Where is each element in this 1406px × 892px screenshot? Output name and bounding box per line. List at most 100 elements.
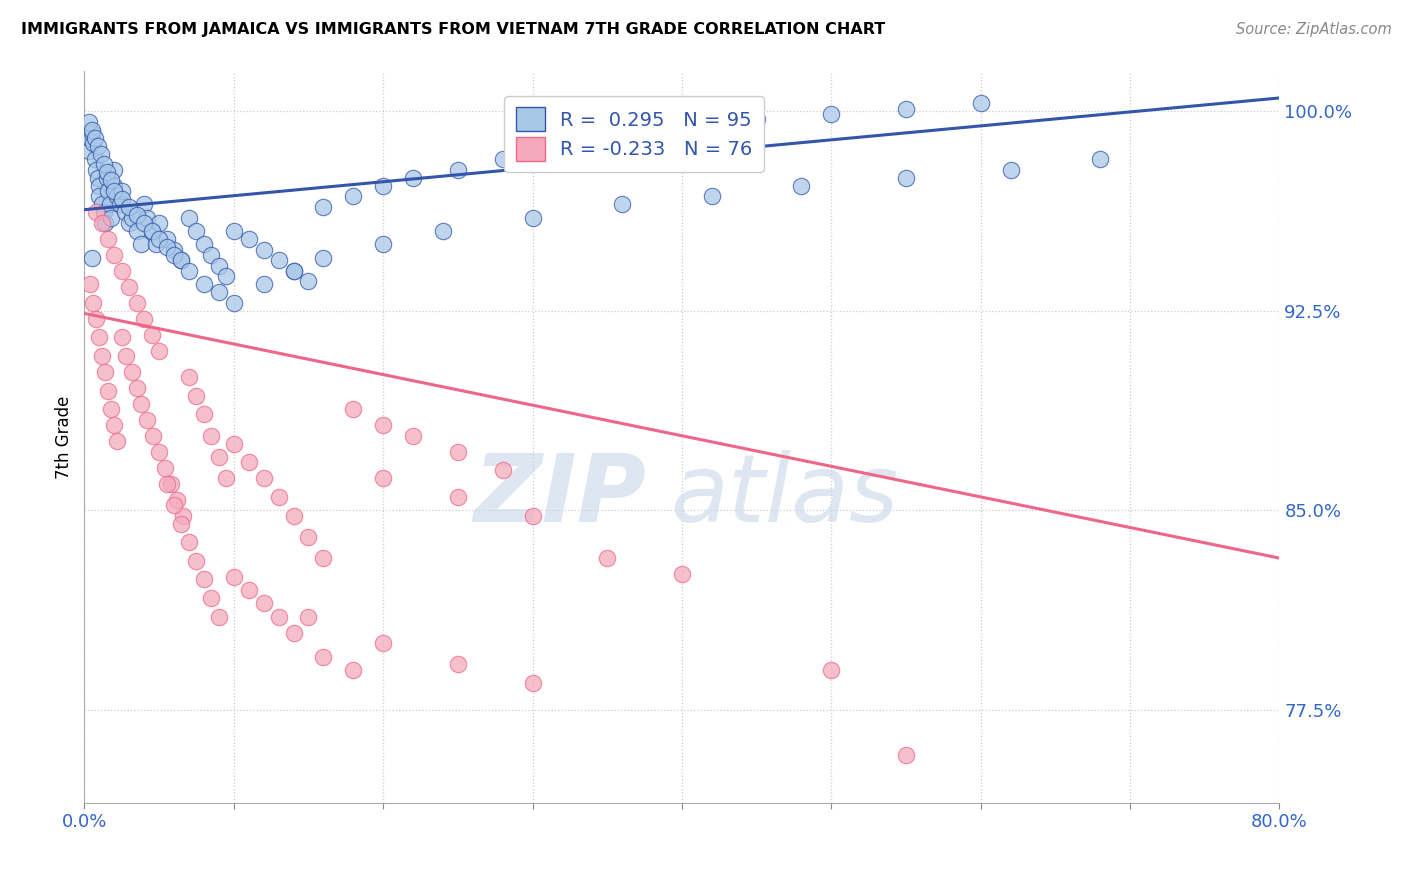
Point <box>111 330 134 344</box>
Point <box>671 567 693 582</box>
Point <box>118 280 141 294</box>
Point <box>253 277 276 292</box>
Point <box>155 240 177 254</box>
Point <box>342 189 364 203</box>
Point <box>83 152 105 166</box>
Point <box>186 389 208 403</box>
Point <box>132 311 156 326</box>
Point <box>155 476 177 491</box>
Point <box>193 277 215 292</box>
Point <box>745 112 768 127</box>
Point <box>283 625 305 640</box>
Point <box>193 408 215 422</box>
Point <box>97 184 120 198</box>
Point <box>118 216 141 230</box>
Point <box>170 516 193 531</box>
Point <box>200 248 222 262</box>
Point <box>193 573 215 587</box>
Point <box>312 200 335 214</box>
Point <box>373 178 395 193</box>
Point <box>177 535 200 549</box>
Point <box>215 269 238 284</box>
Point <box>145 237 167 252</box>
Point <box>612 197 634 211</box>
Point <box>91 197 114 211</box>
Point <box>596 551 619 566</box>
Point <box>267 609 290 624</box>
Point <box>82 136 104 151</box>
Point <box>132 197 156 211</box>
Point <box>141 224 163 238</box>
Point <box>170 253 193 268</box>
Point <box>105 189 128 203</box>
Point <box>94 216 117 230</box>
Point <box>283 264 305 278</box>
Point <box>82 295 104 310</box>
Point <box>238 582 260 597</box>
Point <box>186 554 208 568</box>
Point <box>155 232 177 246</box>
Point <box>222 224 245 238</box>
Point <box>94 365 117 379</box>
Point <box>80 123 103 137</box>
Point <box>83 131 105 145</box>
Point <box>342 663 364 677</box>
Point <box>115 349 138 363</box>
Point <box>447 490 470 504</box>
Point <box>125 295 148 310</box>
Point <box>125 224 148 238</box>
Point <box>166 492 188 507</box>
Point <box>80 126 103 140</box>
Point <box>77 144 100 158</box>
Point <box>98 197 121 211</box>
Point <box>641 128 664 143</box>
Point <box>253 596 276 610</box>
Point <box>89 189 111 203</box>
Point <box>522 211 544 225</box>
Point <box>177 370 200 384</box>
Text: IMMIGRANTS FROM JAMAICA VS IMMIGRANTS FROM VIETNAM 7TH GRADE CORRELATION CHART: IMMIGRANTS FROM JAMAICA VS IMMIGRANTS FR… <box>21 22 886 37</box>
Point <box>97 232 120 246</box>
Point <box>700 189 723 203</box>
Point <box>132 216 156 230</box>
Point <box>86 205 108 219</box>
Point <box>91 216 114 230</box>
Point <box>894 102 917 116</box>
Text: ZIP: ZIP <box>474 450 647 541</box>
Point <box>105 434 128 448</box>
Point <box>222 295 245 310</box>
Point <box>186 224 208 238</box>
Point <box>170 253 193 268</box>
Point <box>200 591 222 605</box>
Point <box>86 311 108 326</box>
Point <box>121 211 143 225</box>
Point <box>148 216 170 230</box>
Point <box>402 429 425 443</box>
Point <box>97 384 120 398</box>
Point <box>148 232 170 246</box>
Legend: R =  0.295   N = 95, R = -0.233   N = 76: R = 0.295 N = 95, R = -0.233 N = 76 <box>503 95 765 172</box>
Point <box>136 211 159 225</box>
Point <box>89 330 111 344</box>
Text: Source: ZipAtlas.com: Source: ZipAtlas.com <box>1236 22 1392 37</box>
Point <box>77 115 100 129</box>
Point <box>222 436 245 450</box>
Point <box>208 450 231 464</box>
Point <box>163 498 186 512</box>
Point <box>89 178 111 193</box>
Point <box>790 178 813 193</box>
Point <box>141 224 163 238</box>
Point <box>492 463 515 477</box>
Point <box>111 184 134 198</box>
Point <box>125 208 148 222</box>
Point <box>160 476 183 491</box>
Point <box>141 327 163 342</box>
Point <box>200 429 222 443</box>
Point <box>432 224 454 238</box>
Point <box>208 259 231 273</box>
Point <box>267 253 290 268</box>
Point <box>103 162 125 177</box>
Point <box>177 264 200 278</box>
Point <box>103 178 125 193</box>
Point <box>312 551 335 566</box>
